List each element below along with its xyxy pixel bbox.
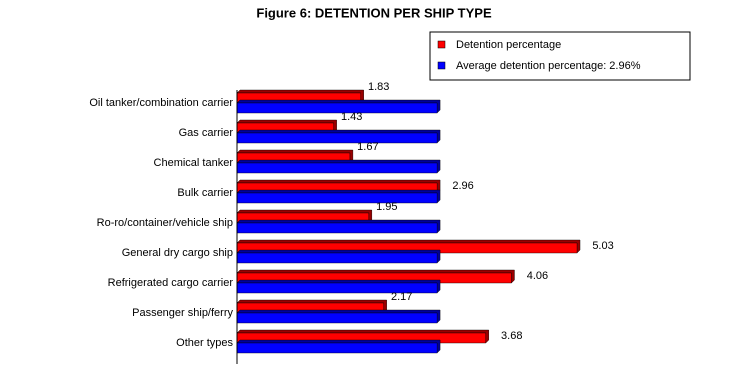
y-tick-label: Passenger ship/ferry	[132, 307, 233, 319]
y-tick-label: Chemical tanker	[154, 157, 234, 169]
bar	[236, 252, 438, 264]
bar	[236, 312, 438, 324]
value-label: 2.17	[391, 291, 412, 303]
y-tick-label: Refrigerated cargo carrier	[108, 277, 234, 289]
value-label: 1.83	[368, 81, 389, 93]
bar	[236, 222, 438, 234]
value-label: 1.43	[341, 111, 362, 123]
y-tick-label: Other types	[176, 337, 233, 349]
bar	[236, 342, 438, 354]
legend-label: Average detention percentage: 2.96%	[456, 60, 641, 72]
y-tick-label: Gas carrier	[179, 127, 234, 139]
value-label: 4.06	[527, 270, 548, 282]
y-tick-label: Bulk carrier	[177, 187, 233, 199]
y-tick-label: General dry cargo ship	[122, 247, 233, 259]
value-label: 5.03	[592, 240, 613, 252]
value-label: 1.95	[376, 201, 397, 213]
bar	[236, 102, 438, 114]
value-label: 3.68	[501, 330, 522, 342]
bar	[236, 192, 438, 204]
y-tick-label: Oil tanker/combination carrier	[89, 97, 233, 109]
legend-box	[429, 31, 691, 81]
bar	[236, 162, 438, 174]
legend-swatch	[437, 40, 446, 49]
value-label: 2.96	[452, 180, 473, 192]
legend-label: Detention percentage	[456, 39, 561, 51]
value-label: 1.67	[357, 141, 378, 153]
bar	[236, 132, 438, 144]
legend-swatch	[437, 61, 446, 70]
y-tick-label: Ro-ro/container/vehicle ship	[97, 217, 233, 229]
chart-title: Figure 6: DETENTION PER SHIP TYPE	[256, 5, 492, 20]
